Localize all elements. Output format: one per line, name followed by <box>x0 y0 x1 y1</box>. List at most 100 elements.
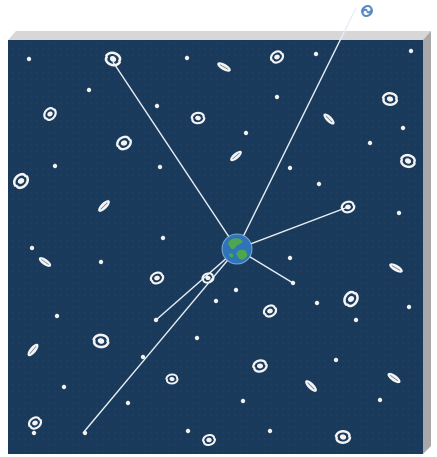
star-icon <box>396 210 402 216</box>
galaxy-icon <box>13 172 29 190</box>
earth-land-west <box>229 253 234 258</box>
star-icon <box>140 354 146 360</box>
galaxy-arms <box>201 272 215 284</box>
star-icon <box>333 357 339 363</box>
panel-top-edge <box>8 31 431 40</box>
star-icon <box>213 298 219 304</box>
stars <box>26 48 414 436</box>
galaxy-icon <box>43 107 57 121</box>
panel-right-edge <box>423 31 431 454</box>
star-icon <box>233 287 239 293</box>
galaxy-core <box>109 56 117 62</box>
lines-of-sight <box>82 7 357 434</box>
star-icon <box>52 163 58 169</box>
star-icon <box>86 87 92 93</box>
galaxy-icon <box>149 271 165 285</box>
galaxy-icon <box>334 430 352 444</box>
galaxy-core <box>47 111 53 117</box>
galaxy-core <box>404 158 412 164</box>
star-icon <box>184 55 190 61</box>
star-icon <box>26 56 32 62</box>
galaxy-core <box>205 275 211 281</box>
galaxy-core <box>347 295 355 303</box>
star-icon <box>61 384 67 390</box>
galaxy-icon <box>389 263 403 273</box>
galaxy-icon <box>387 372 401 384</box>
star-icon <box>154 103 160 109</box>
star-icon <box>367 140 373 146</box>
star-icon <box>290 280 296 286</box>
galaxy-icon <box>262 304 278 318</box>
galaxy-arms <box>149 271 165 285</box>
galaxy-dust-lane <box>389 374 399 382</box>
galaxy-icon <box>400 153 416 169</box>
galaxy-icon <box>269 50 285 64</box>
galaxy-arms <box>165 373 179 385</box>
galaxy-arms <box>43 107 57 121</box>
galaxy-core <box>345 204 351 210</box>
galaxies <box>13 50 416 446</box>
star-icon <box>287 165 293 171</box>
galaxy-icon <box>190 111 206 125</box>
galaxy-icon <box>165 373 179 385</box>
star-icon <box>153 317 159 323</box>
star-icon <box>54 313 60 319</box>
star-icon <box>82 430 88 436</box>
star-icon <box>314 300 320 306</box>
star-icon <box>31 430 37 436</box>
galaxy-core <box>195 115 201 121</box>
galaxy-arms <box>269 50 285 64</box>
star-icon <box>185 428 191 434</box>
galaxy-arms <box>381 92 399 106</box>
galaxy-arms <box>190 111 206 125</box>
earth-land-north <box>228 238 243 250</box>
galaxy-dust-lane <box>219 64 229 70</box>
galaxy-core <box>274 54 280 60</box>
earth-rim <box>221 233 253 265</box>
star-icon <box>287 255 293 261</box>
star-icon <box>98 259 104 265</box>
galaxy-dust-lane <box>29 346 37 354</box>
galaxy-arms <box>13 172 29 190</box>
space-panel <box>8 31 431 454</box>
star-icon <box>267 428 273 434</box>
galaxy-icon <box>201 272 215 284</box>
galaxy-core <box>32 420 38 426</box>
galaxy-icon <box>104 51 122 67</box>
galaxy-arms <box>340 200 356 214</box>
galaxy-dust-lane <box>325 115 333 123</box>
star-icon <box>157 164 163 170</box>
galaxy-dust-lane <box>100 202 108 210</box>
galaxy-icon <box>340 200 356 214</box>
galaxy-arms <box>116 135 132 151</box>
galaxy-icon <box>27 343 39 357</box>
galaxy-icon <box>381 92 399 106</box>
galaxy-core <box>339 434 347 440</box>
sight-line <box>236 206 349 250</box>
star-icon <box>125 400 131 406</box>
galaxy-dust-lane <box>232 152 240 160</box>
star-icon <box>400 125 406 131</box>
star-icon <box>406 304 412 310</box>
star-icon <box>240 398 246 404</box>
galaxy-core <box>154 275 160 281</box>
star-icon <box>316 181 322 187</box>
star-icon <box>274 94 280 100</box>
earth <box>221 233 253 265</box>
star-icon <box>243 130 249 136</box>
star-icon <box>29 245 35 251</box>
galaxy-arms <box>202 434 216 446</box>
galaxy-dust-lane <box>391 265 401 271</box>
galaxy-core <box>120 140 128 146</box>
galaxy-arms <box>252 359 268 373</box>
galaxy-arms <box>400 153 416 169</box>
star-icon <box>313 51 319 57</box>
star-icon <box>194 335 200 341</box>
outside-galaxy <box>361 5 373 17</box>
galaxy-icon <box>38 257 52 267</box>
earth-land-south <box>236 249 248 260</box>
star-icon <box>353 317 359 323</box>
galaxy-dust-lane <box>307 382 315 390</box>
galaxy-icon <box>27 416 43 430</box>
